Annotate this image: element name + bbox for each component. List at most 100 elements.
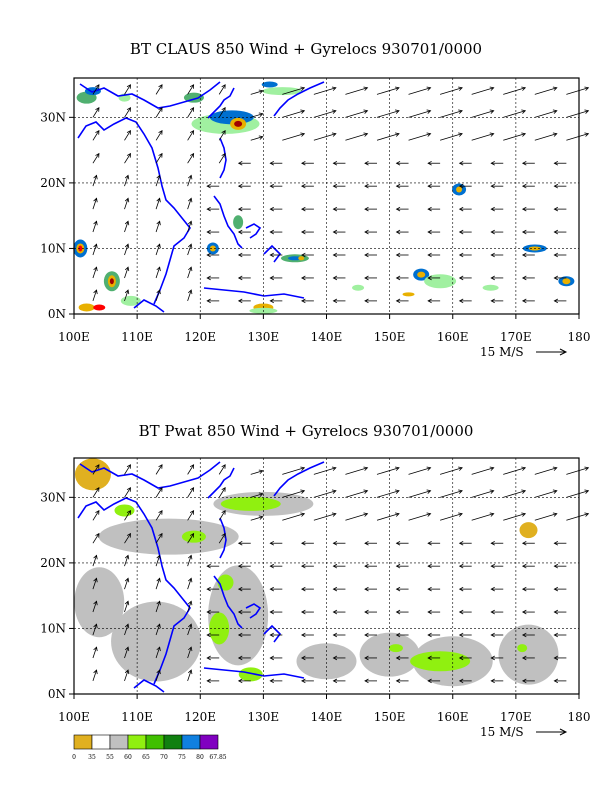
top-wind-arrowhead	[521, 132, 527, 137]
top-wind-arrowhead	[458, 86, 463, 91]
bottom-wind-arrow	[155, 464, 163, 475]
bottom-wind-arrowhead	[552, 489, 558, 494]
top-wind-arrowhead	[427, 160, 432, 166]
bottom-legend-swatch	[163, 734, 183, 750]
top-wind-arrowhead	[206, 298, 211, 304]
top-wind-arrowhead	[332, 183, 338, 189]
top-wind-arrow	[250, 90, 263, 95]
top-field-patch	[298, 256, 305, 261]
top-wind-arrowhead	[93, 197, 98, 203]
bottom-wind-arrowhead	[188, 600, 193, 606]
bottom-wind-arrowhead	[584, 489, 590, 494]
bottom-legend-label: 35	[88, 754, 96, 761]
top-wind-arrowhead	[126, 84, 131, 89]
top-wind-arrowhead	[189, 129, 195, 135]
bottom-wind-arrowhead	[301, 632, 306, 638]
top-wind-arrowhead	[584, 109, 590, 114]
top-wind-arrowhead	[426, 109, 432, 114]
top-wind-arrowhead	[124, 174, 130, 180]
top-wind-arrow	[408, 87, 431, 95]
top-wind-arrow	[155, 153, 163, 164]
top-wind-arrow	[218, 84, 226, 95]
top-wind-arrowhead	[364, 252, 369, 258]
top-wind-arrow	[187, 107, 194, 118]
bottom-wind-arrowhead	[458, 655, 464, 661]
bottom-wind-arrowhead	[206, 563, 211, 569]
top-wind-arrowhead	[300, 109, 306, 114]
top-wind-arrowhead	[301, 160, 306, 166]
top-wind-arrow	[376, 133, 400, 141]
top-wind-arrowhead	[93, 266, 98, 272]
top-wind-arrowhead	[458, 229, 464, 235]
top-wind-arrow	[187, 244, 192, 256]
bottom-wind-arrowhead	[188, 577, 193, 583]
top-wind-arrowhead	[124, 220, 130, 226]
bottom-wind-arrowhead	[521, 655, 527, 661]
top-wind-arrowhead	[427, 252, 432, 258]
bottom-wind-arrow	[124, 624, 129, 636]
top-wind-arrow	[92, 198, 97, 210]
bottom-wind-arrowhead	[332, 563, 338, 569]
bottom-wind-arrowhead	[458, 540, 464, 546]
top-wind-arrowhead	[189, 84, 195, 89]
top-map-panel: 100E 110E 120E 130E 140E 150E 160E 170E 180 0N 10N…	[40, 77, 590, 359]
top-x-tick-label: 110E	[121, 330, 153, 344]
bottom-wind-arrow	[313, 490, 336, 498]
top-wind-arrow	[124, 130, 131, 141]
top-wind-arrowhead	[490, 275, 495, 281]
top-field-patch	[402, 292, 415, 297]
top-wind-arrow	[187, 289, 192, 302]
bottom-wind-arrowhead	[395, 466, 400, 471]
top-wind-arrowhead	[301, 183, 306, 189]
bottom-wind-arrowhead	[490, 609, 495, 615]
top-wind-arrowhead	[258, 135, 264, 140]
bottom-field-patch	[410, 651, 471, 672]
bottom-wind-arrowhead	[426, 512, 432, 517]
top-field-patch	[352, 284, 365, 291]
top-wind-arrow	[124, 244, 129, 256]
bottom-wind-arrowhead	[93, 577, 98, 583]
bottom-field-patch	[220, 496, 281, 511]
bottom-wind-arrow	[534, 467, 557, 475]
bottom-legend-label: 0	[72, 754, 76, 761]
top-wind-arrow	[124, 175, 129, 187]
top-wind-arrow	[155, 84, 163, 95]
bottom-wind-arrow	[155, 510, 163, 521]
bottom-wind-arrowhead	[124, 577, 130, 583]
top-wind-arrowhead	[93, 174, 98, 180]
top-wind-arrowhead	[426, 132, 432, 137]
bottom-wind-arrowhead	[426, 466, 432, 471]
bottom-wind-arrowhead	[332, 586, 338, 592]
bottom-wind-arrow	[187, 487, 194, 498]
top-wind-arrowhead	[158, 152, 163, 158]
top-wind-arrowhead	[489, 109, 495, 114]
top-wind-arrow	[534, 87, 557, 95]
top-wind-arrow	[282, 133, 305, 141]
top-wind-arrowhead	[553, 275, 559, 281]
bottom-wind-arrowhead	[206, 655, 211, 661]
bottom-wind-arrow	[376, 490, 400, 498]
top-wind-arrowhead	[331, 86, 337, 91]
bottom-wind-arrowhead	[521, 586, 527, 592]
top-wind-arrowhead	[552, 86, 558, 91]
bottom-wind-arrow	[566, 490, 589, 498]
bottom-wind-arrowhead	[427, 586, 432, 592]
bottom-wind-arrowhead	[332, 632, 338, 638]
top-wind-arrow	[376, 87, 400, 95]
bottom-wind-arrowhead	[221, 464, 226, 469]
bottom-field-patch	[181, 530, 206, 543]
top-wind-arrowhead	[521, 206, 527, 212]
top-field-patch	[424, 274, 457, 289]
top-field-patch	[417, 271, 426, 278]
top-wind-arrowhead	[332, 160, 338, 166]
bottom-legend-swatch	[91, 734, 111, 750]
bottom-wind-arrow	[503, 467, 526, 475]
bottom-y-tick-label: 20N	[40, 556, 66, 570]
bottom-wind-arrow	[313, 513, 336, 521]
top-wind-arrowhead	[300, 132, 306, 137]
bottom-wind-arrowhead	[301, 655, 306, 661]
bottom-wind-arrowhead	[458, 512, 463, 517]
top-wind-arrowhead	[395, 160, 401, 166]
top-wind-arrow	[282, 110, 305, 118]
bottom-legend-label: 70	[160, 754, 168, 761]
